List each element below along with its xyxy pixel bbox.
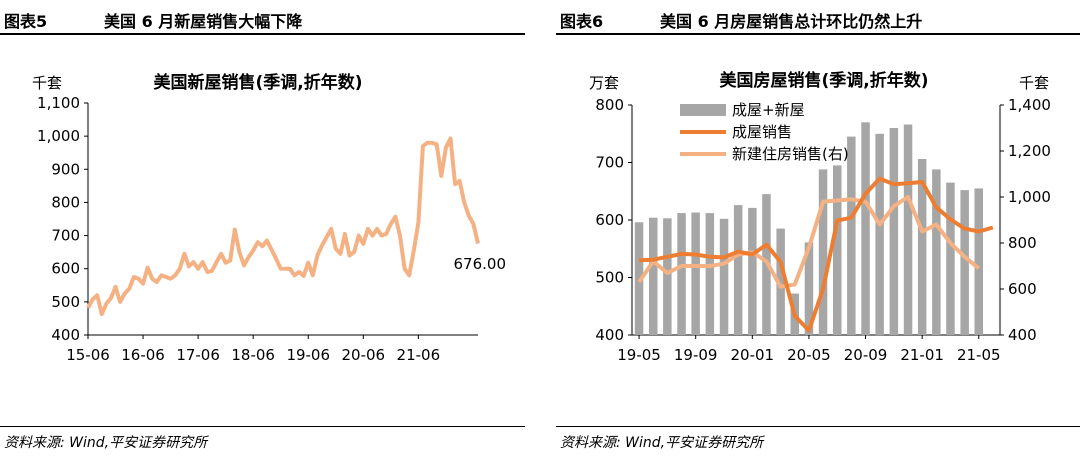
figure-5-panel: 图表5 美国 6 月新屋销售大幅下降 美国新屋销售(季调,折年数) 千套 400 50… <box>0 0 525 458</box>
total-sales-bar <box>649 217 658 335</box>
figure-6-top-rule <box>556 33 1080 35</box>
total-sales-bar <box>748 207 757 335</box>
x-tick-label: 19-05 <box>617 346 661 364</box>
y-tick-label: 1,000 <box>37 127 80 145</box>
total-sales-bar <box>889 128 899 335</box>
total-sales-bar <box>946 182 955 335</box>
x-tick-label: 20-05 <box>787 346 831 364</box>
new-home-sales-chart: 美国新屋销售(季调,折年数) 千套 400 500 600 700 800 900 1,000 1… <box>32 72 507 364</box>
y-axis-label-left: 万套 <box>589 74 619 92</box>
total-sales-bar <box>903 124 913 335</box>
y-axis-label: 千套 <box>32 74 62 92</box>
y-tick-label-left: 500 <box>595 269 624 287</box>
total-sales-bar <box>733 205 743 335</box>
x-tick-label: 17-06 <box>176 346 220 364</box>
new-home-sales-line <box>637 195 981 289</box>
total-sales-bar <box>776 228 785 335</box>
y-tick-label: 400 <box>51 326 80 344</box>
y-tick-label-right: 400 <box>1008 326 1037 344</box>
total-sales-bar <box>663 218 672 335</box>
total-sales-bar <box>861 122 870 336</box>
legend-label-new: 新建住房销售(右) <box>732 145 849 163</box>
legend-swatch-total <box>680 104 726 116</box>
figure-5-source: 资料来源: Wind,平安证券研究所 <box>4 435 208 451</box>
total-sales-bar <box>691 212 700 335</box>
legend-label-existing: 成屋销售 <box>732 123 792 141</box>
last-value-label: 676.00 <box>454 255 507 273</box>
y-tick-label: 800 <box>51 193 80 211</box>
chart-title: 美国新屋销售(季调,折年数) <box>154 72 363 93</box>
figure-5-bottom-rule <box>0 426 525 427</box>
x-tick-label: 20-01 <box>731 346 775 364</box>
figure-5-title: 美国 6 月新屋销售大幅下降 <box>104 12 303 31</box>
total-sales-bar <box>705 213 715 335</box>
total-sales-bar <box>974 188 983 335</box>
x-tick-label: 19-09 <box>674 346 718 364</box>
y-tick-label-left: 800 <box>595 96 624 114</box>
total-sales-bar <box>932 169 941 335</box>
y-tick-label-right: 800 <box>1008 234 1037 252</box>
y-tick-label-right: 600 <box>1008 280 1037 298</box>
x-tick-label: 18-06 <box>231 346 275 364</box>
figure-5-number: 图表5 <box>4 12 48 31</box>
y-tick-label-right: 1,000 <box>1008 188 1051 206</box>
existing-home-sales-line <box>639 176 994 333</box>
y-tick-label: 500 <box>51 293 80 311</box>
total-sales-bar <box>677 213 686 335</box>
x-tick-label: 20-09 <box>844 346 888 364</box>
y-axis-label-right: 千套 <box>1019 74 1049 92</box>
y-tick-label-left: 700 <box>595 154 624 172</box>
figure-6-number: 图表6 <box>560 12 604 31</box>
y-tick-label-left: 400 <box>595 326 624 344</box>
x-tick-label: 19-06 <box>286 346 330 364</box>
y-tick-label-right: 1,200 <box>1008 142 1051 160</box>
new-home-sales-line <box>86 136 480 317</box>
total-sales-bar <box>804 242 814 335</box>
y-tick-label: 900 <box>51 160 80 178</box>
figure-6-bottom-rule <box>556 426 1080 427</box>
y-tick-label: 600 <box>51 260 80 278</box>
total-sales-bar <box>818 169 828 335</box>
total-sales-bar <box>833 165 842 335</box>
figure-6-title: 美国 6 月房屋销售总计环比仍然上升 <box>660 12 923 31</box>
figure-6-header: 图表6 美国 6 月房屋销售总计环比仍然上升 <box>556 6 1080 32</box>
x-tick-label: 20-06 <box>341 346 385 364</box>
y-tick-label-right: 1,400 <box>1008 96 1051 114</box>
figure-5-header: 图表5 美国 6 月新屋销售大幅下降 <box>0 6 525 32</box>
legend-label-total: 成屋+新屋 <box>732 101 805 119</box>
x-tick-label: 15-06 <box>66 346 110 364</box>
x-tick-label: 21-06 <box>397 346 441 364</box>
chart-title: 美国房屋销售(季调,折年数) <box>720 70 929 91</box>
total-sales-bar <box>960 190 969 335</box>
figure-6-panel: 图表6 美国 6 月房屋销售总计环比仍然上升 美国房屋销售(季调,折年数) 万套 千… <box>556 0 1080 458</box>
home-sales-chart: 美国房屋销售(季调,折年数) 万套 千套 400 500 600 700 800 400 600 8… <box>589 70 1051 364</box>
total-sales-bar <box>719 218 729 335</box>
total-sales-bar <box>847 136 856 335</box>
y-tick-label: 1,100 <box>37 94 80 112</box>
total-sales-bar <box>917 159 927 335</box>
y-tick-label: 700 <box>51 227 80 245</box>
y-tick-label-left: 600 <box>595 211 624 229</box>
total-sales-bar <box>875 133 884 336</box>
x-tick-label: 21-01 <box>900 346 944 364</box>
figure-5-top-rule <box>0 33 525 35</box>
x-tick-label: 21-05 <box>957 346 1001 364</box>
figure-6-source: 资料来源: Wind,平安证券研究所 <box>560 435 764 451</box>
x-tick-label: 16-06 <box>121 346 165 364</box>
